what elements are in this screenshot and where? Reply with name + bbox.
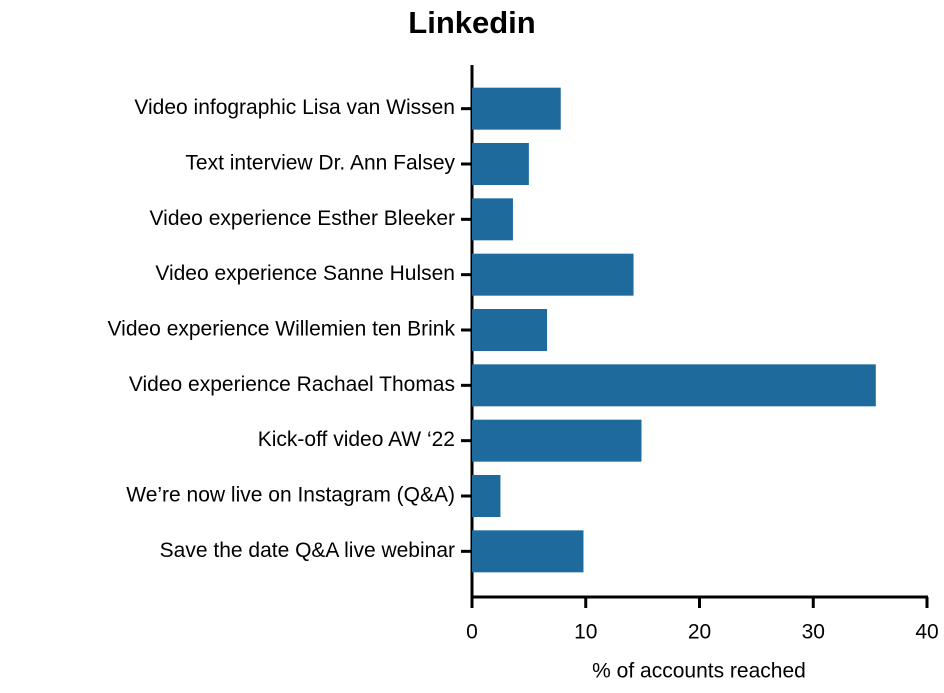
bar <box>472 309 548 351</box>
y-tick-label: Text interview Dr. Ann Falsey <box>185 152 455 175</box>
x-tick-label: 0 <box>466 621 478 644</box>
x-axis-label: % of accounts reached <box>592 660 806 683</box>
bar <box>472 475 501 517</box>
bar <box>472 87 561 130</box>
bar <box>472 530 584 573</box>
y-tick-label: Video experience Rachael Thomas <box>129 373 455 396</box>
bar <box>472 364 876 407</box>
bar <box>472 253 634 296</box>
y-tick-label: Kick-off video AW ‘22 <box>258 428 455 451</box>
bar <box>472 198 513 241</box>
y-tick-label: Video experience Sanne Hulsen <box>155 262 455 285</box>
y-tick-label: Video experience Esther Bleeker <box>150 207 455 230</box>
x-tick-label: 40 <box>915 621 938 644</box>
y-tick-label: We’re now live on Instagram (Q&A) <box>126 484 455 507</box>
x-tick-label: 30 <box>802 621 825 644</box>
y-tick-label: Save the date Q&A live webinar <box>160 539 455 562</box>
bar <box>472 419 642 462</box>
y-tick-label: Video experience Willemien ten Brink <box>108 318 456 341</box>
x-tick-label: 10 <box>574 621 597 644</box>
y-tick-label: Video infographic Lisa van Wissen <box>134 96 455 119</box>
x-tick-label: 20 <box>688 621 711 644</box>
bar <box>472 143 529 185</box>
chart-title: Linkedin <box>408 5 535 40</box>
